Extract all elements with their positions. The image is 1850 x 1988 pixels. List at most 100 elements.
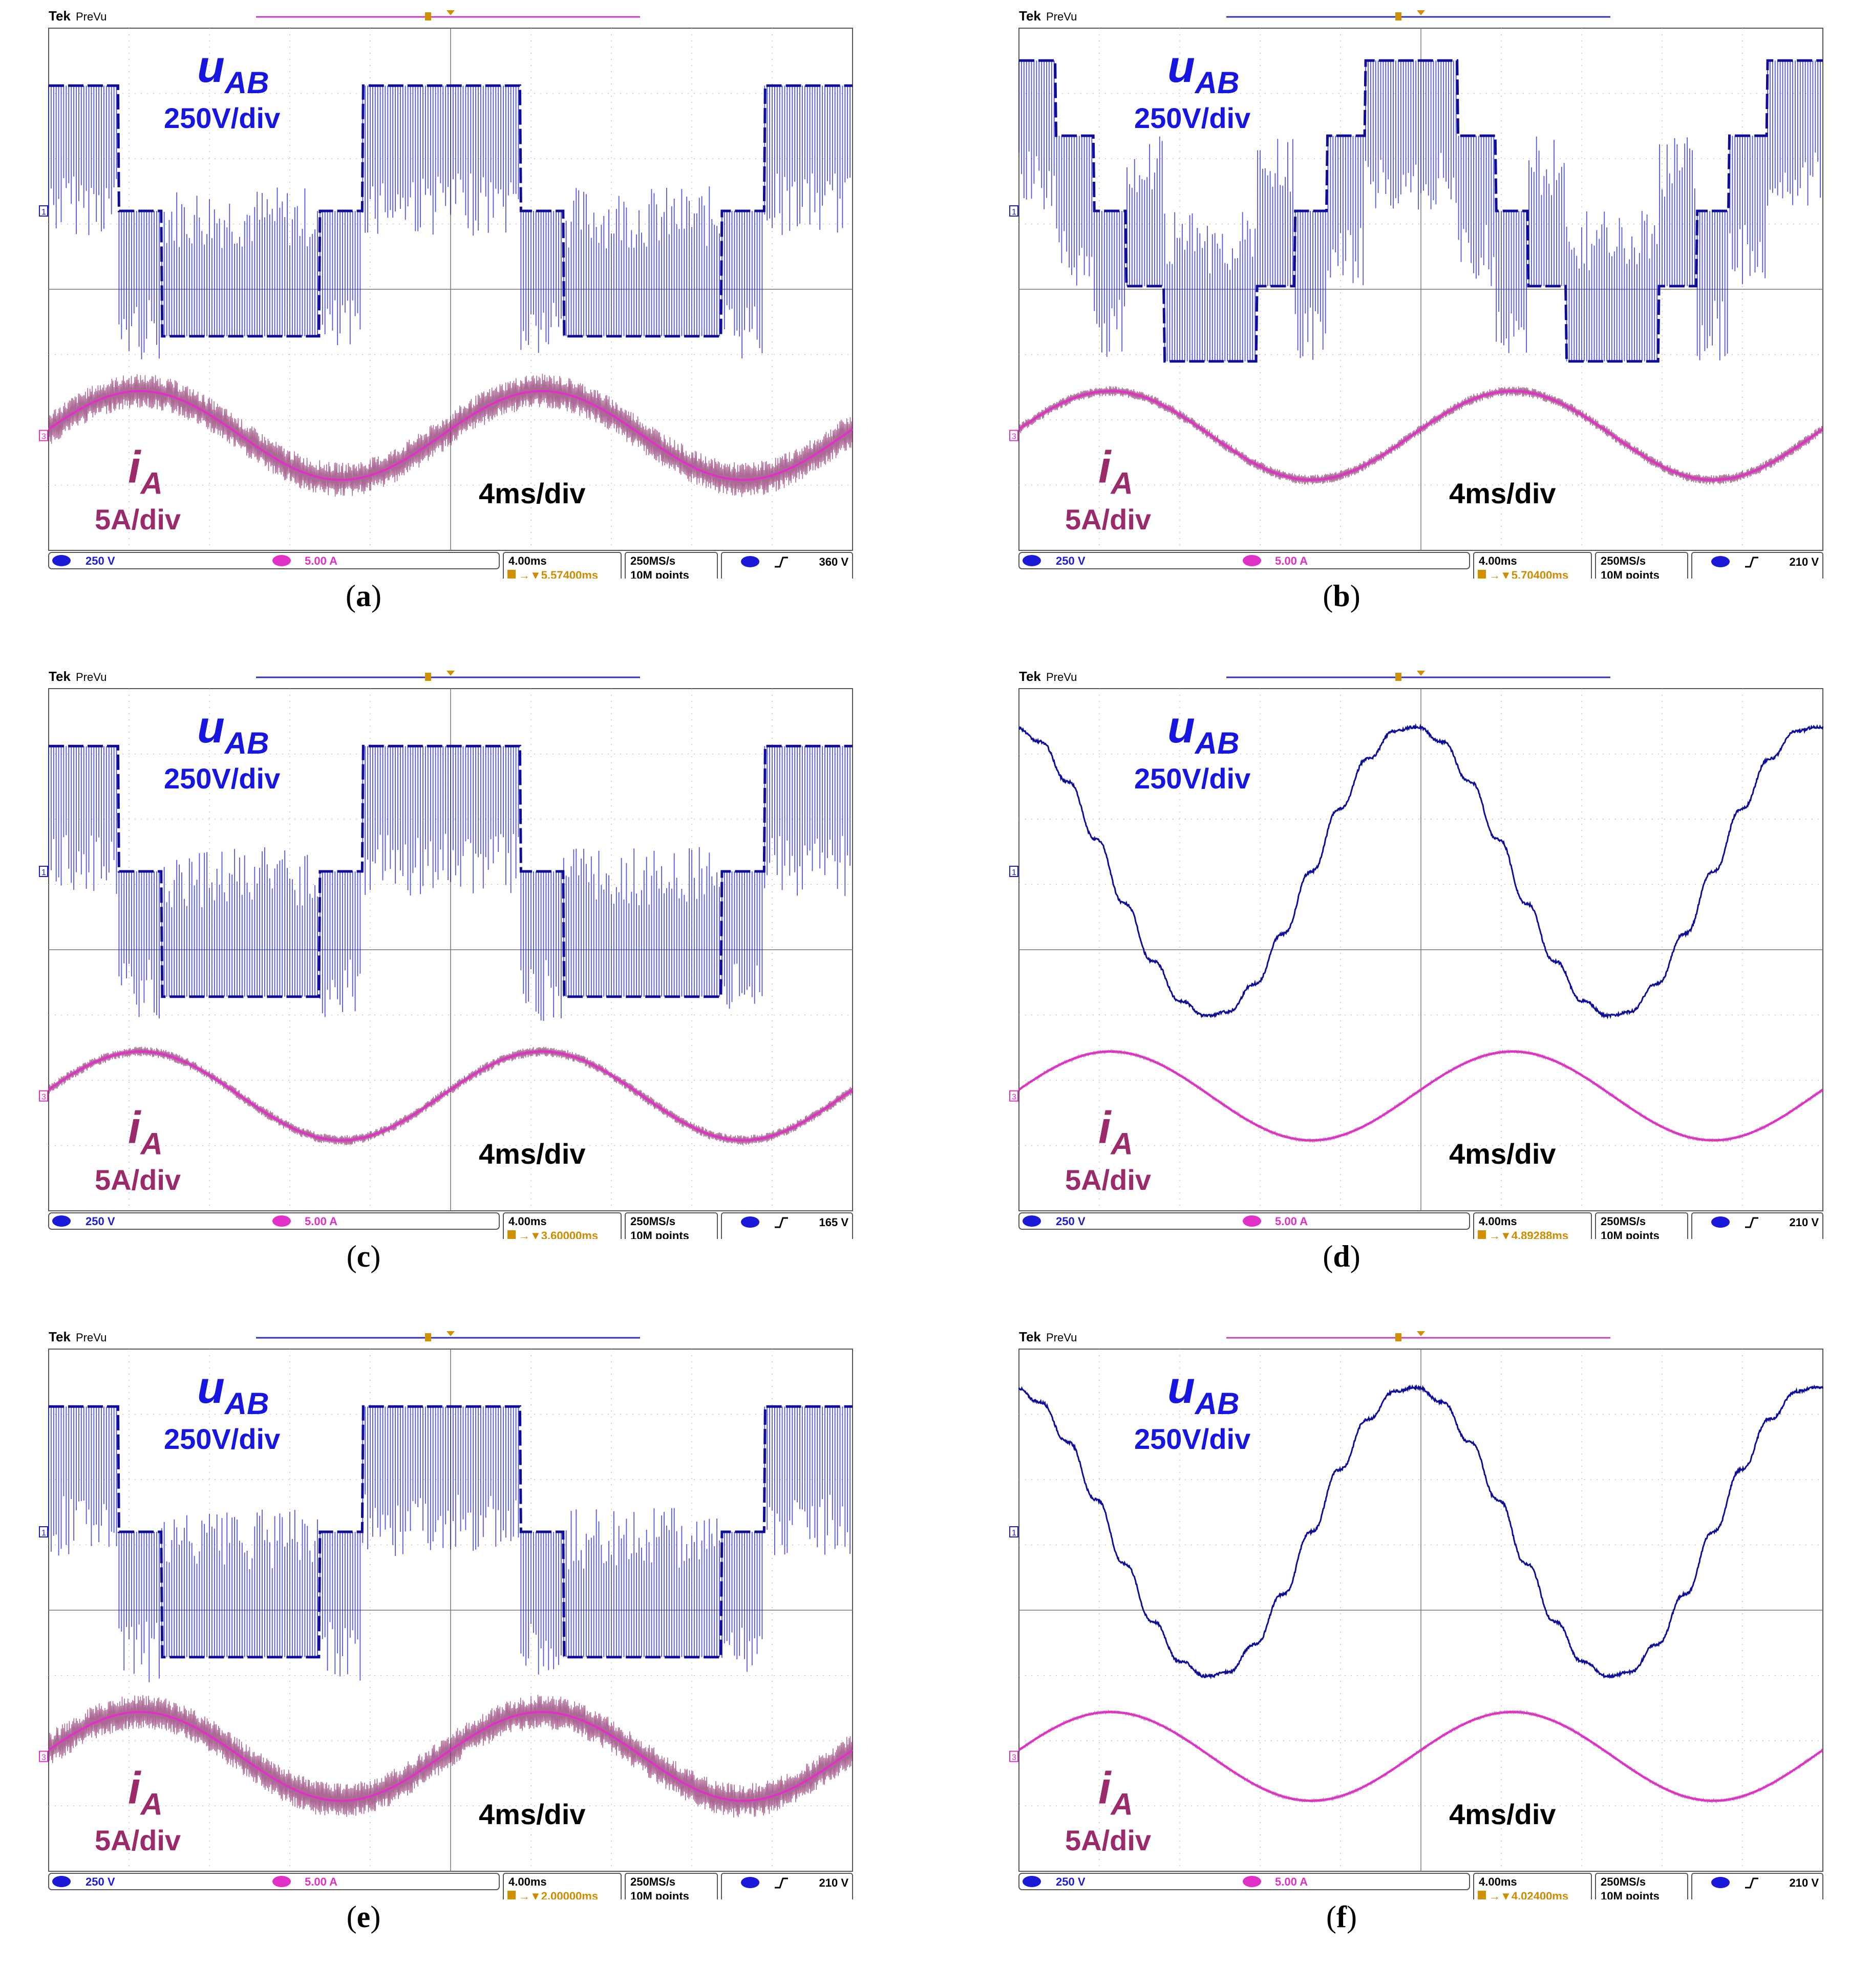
caption-letter: e — [356, 1900, 371, 1934]
panel-caption-a: (a) — [346, 579, 381, 613]
ch3-ground-marker — [39, 1750, 48, 1762]
trigger-level-readout: 360 V — [819, 555, 849, 568]
trigger-level-readout: 210 V — [1790, 555, 1819, 568]
ch1-ground-marker — [39, 866, 48, 877]
uab-scale-label: 250V/div — [1134, 1423, 1250, 1455]
ch3-marker-label: 3 — [41, 1754, 46, 1762]
time-scale-label: 4ms/div — [1449, 477, 1556, 509]
horizontal-scale-readout: 4.00ms — [508, 1215, 547, 1228]
panel-caption-c: (c) — [346, 1239, 381, 1273]
sample-rate-readout: 250MS/s — [1601, 1875, 1646, 1888]
ch1-marker-label: 1 — [41, 868, 46, 877]
delay-readout: →▼4.02400ms — [1489, 1890, 1568, 1899]
time-scale-label: 4ms/div — [1449, 1798, 1556, 1830]
expansion-point-icon — [1417, 671, 1425, 676]
oscilloscope-screen-b: TekPreVuT13uAB250V/diviA5A/div4ms/div250… — [1009, 8, 1824, 579]
scope-panel-a: TekPreVuT13uAB250V/diviA5A/div4ms/div250… — [0, 0, 870, 613]
ch3-marker-label: 3 — [1012, 433, 1016, 441]
rising-edge-icon — [775, 1877, 788, 1889]
mode-label: PreVu — [1046, 671, 1077, 683]
brand-label: Tek — [49, 8, 71, 24]
ch1-scale-readout: 250 V — [86, 1215, 115, 1228]
ch1-scale-readout: 250 V — [1056, 1875, 1086, 1888]
ia-scale-label: 5A/div — [95, 1164, 181, 1196]
trigger-position-icon — [425, 673, 431, 681]
record-length-readout: 10M points — [630, 1890, 689, 1899]
mode-label: PreVu — [76, 671, 107, 683]
ch1-scale-readout: 250 V — [86, 1875, 115, 1888]
time-scale-label: 4ms/div — [479, 1798, 586, 1830]
sample-rate-readout: 250MS/s — [630, 1215, 675, 1228]
ia-waveform — [48, 1695, 854, 1818]
brand-label: Tek — [1019, 8, 1041, 24]
sample-rate-readout: 250MS/s — [1601, 1215, 1646, 1228]
ch3-marker-label: 3 — [41, 433, 46, 441]
ia-waveform — [48, 373, 854, 497]
oscilloscope-screen-c: TekPreVuT13uAB250V/diviA5A/div4ms/div250… — [39, 669, 854, 1239]
uab-scale-label: 250V/div — [164, 762, 280, 795]
trigger-position-icon — [1395, 1333, 1401, 1341]
caption-letter: b — [1333, 579, 1350, 613]
uab-waveform — [48, 1405, 853, 1682]
ch3-marker-label: 3 — [41, 1093, 46, 1102]
mode-label: PreVu — [1046, 1331, 1077, 1344]
caption-letter: a — [356, 579, 371, 613]
record-length-readout: 10M points — [1601, 569, 1660, 579]
rising-edge-icon — [775, 1217, 788, 1228]
expansion-point-icon — [1417, 1331, 1425, 1336]
ch3-ground-marker — [1009, 1750, 1018, 1762]
expansion-point-icon — [1417, 10, 1425, 15]
caption-letter: c — [356, 1239, 371, 1273]
caption-letter: f — [1336, 1900, 1347, 1934]
ch1-marker-label: 1 — [41, 1529, 46, 1537]
rising-edge-icon — [1745, 1877, 1758, 1889]
uab-scale-label: 250V/div — [164, 102, 280, 134]
ch3-scale-readout: 5.00 A — [305, 1875, 337, 1888]
expansion-point-icon — [446, 1331, 455, 1336]
mode-label: PreVu — [76, 10, 107, 23]
ia-waveform — [1018, 386, 1824, 485]
panel-caption-b: (b) — [1323, 579, 1360, 613]
scope-panel-e: TekPreVuT13uAB250V/diviA5A/div4ms/div250… — [0, 1321, 870, 1934]
ia-label: iA — [128, 441, 163, 500]
ch1-ground-marker — [1009, 1526, 1018, 1537]
oscilloscope-screen-d: TekPreVuT13uAB250V/diviA5A/div4ms/div250… — [1009, 669, 1824, 1239]
ia-scale-label: 5A/div — [1065, 1164, 1151, 1196]
graticule — [1018, 688, 1823, 1211]
ch3-ground-marker — [1009, 1090, 1018, 1102]
ia-label: iA — [1098, 1762, 1133, 1821]
expansion-point-icon — [446, 671, 455, 676]
ch1-ground-marker — [39, 1526, 48, 1537]
delay-readout: →▼5.57400ms — [519, 569, 598, 579]
uab-waveform — [48, 84, 853, 359]
sample-rate-readout: 250MS/s — [630, 1875, 675, 1888]
uab-scale-label: 250V/div — [164, 1423, 280, 1455]
ia-scale-label: 5A/div — [95, 1824, 181, 1856]
ch3-ground-marker — [39, 430, 48, 441]
ch3-marker-label: 3 — [1012, 1093, 1016, 1102]
ia-label: iA — [1098, 441, 1133, 500]
uab-waveform — [1018, 1384, 1824, 1680]
panel-caption-d: (d) — [1323, 1239, 1360, 1273]
scope-panel-b: TekPreVuT13uAB250V/diviA5A/div4ms/div250… — [970, 0, 1841, 613]
status-bar: 250 V 5.00 A 4.00ms →▼2.00000ms 250MS/s 10M p… — [48, 1873, 853, 1899]
ch1-ground-marker — [1009, 205, 1018, 217]
ch1-ground-marker — [39, 205, 48, 217]
brand-label: Tek — [49, 669, 71, 684]
ch3-scale-readout: 5.00 A — [1275, 554, 1308, 567]
ch1-marker-label: 1 — [1012, 868, 1016, 877]
graticule — [1018, 1349, 1823, 1872]
status-bar: 250 V 5.00 A 4.00ms →▼5.70400ms 250MS/s 10M p… — [1018, 552, 1823, 579]
ch1-scale-readout: 250 V — [1056, 1215, 1086, 1228]
oscilloscope-screen-e: TekPreVuT13uAB250V/diviA5A/div4ms/div250… — [39, 1329, 854, 1899]
horizontal-scale-readout: 4.00ms — [1479, 1875, 1517, 1888]
ch3-ground-marker — [39, 1090, 48, 1102]
panel-caption-f: (f) — [1326, 1900, 1357, 1934]
brand-label: Tek — [1019, 1329, 1041, 1344]
mode-label: PreVu — [1046, 10, 1077, 23]
ch1-marker-label: 1 — [41, 208, 46, 217]
ch3-scale-readout: 5.00 A — [305, 554, 337, 567]
delay-readout: →▼2.00000ms — [519, 1890, 598, 1899]
ia-waveform — [48, 1046, 854, 1145]
